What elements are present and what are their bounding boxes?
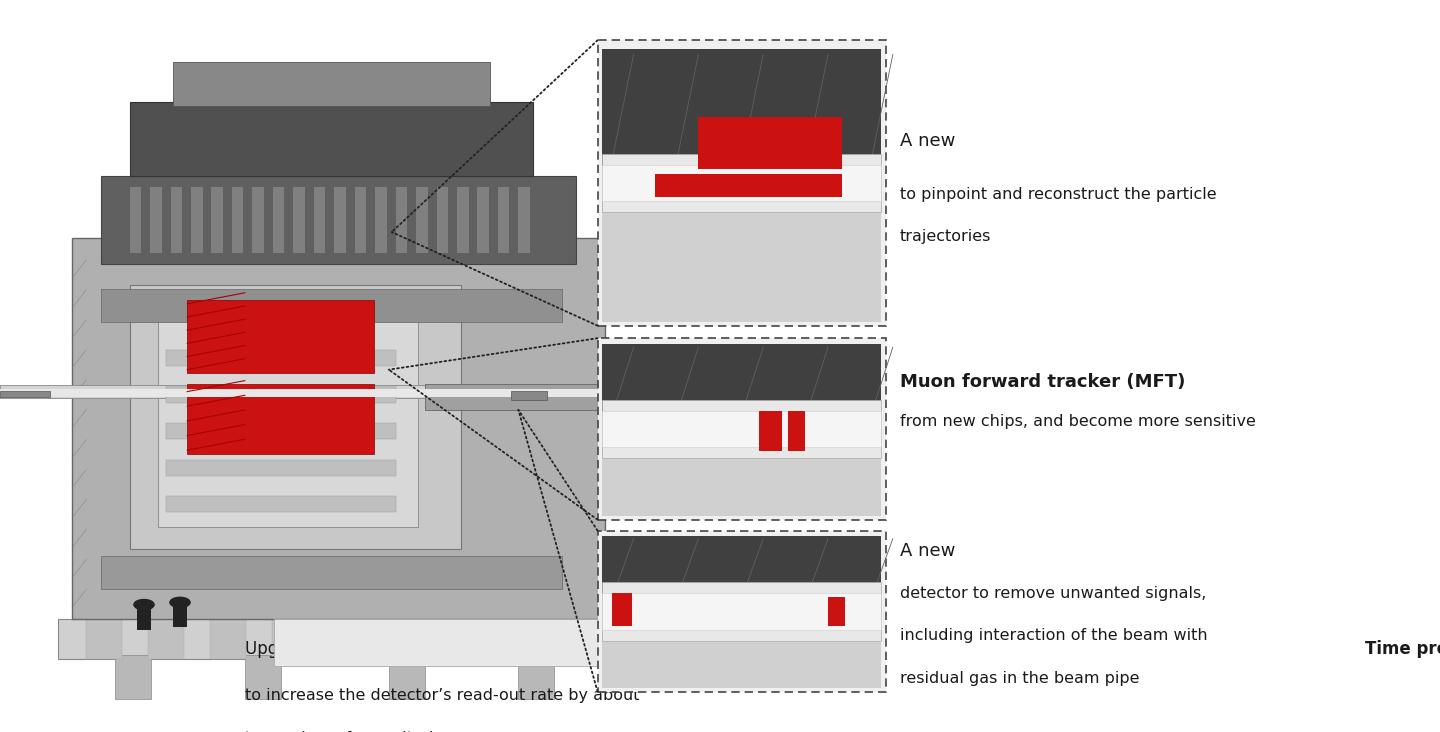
Bar (788, 411, 805, 451)
Bar (602, 154, 881, 212)
Text: Upgraded: Upgraded (245, 640, 331, 659)
Bar (478, 187, 490, 253)
Bar (389, 655, 425, 699)
Bar (245, 655, 281, 699)
Bar (612, 593, 632, 626)
Text: including interaction of the beam with: including interaction of the beam with (900, 628, 1208, 643)
Bar (416, 187, 428, 253)
Bar (212, 187, 223, 253)
Bar (232, 187, 243, 253)
Bar (334, 187, 346, 253)
Text: Time projection Chamber (TPC): Time projection Chamber (TPC) (1365, 640, 1440, 659)
Bar (602, 582, 881, 640)
Bar (396, 187, 408, 253)
Bar (150, 187, 161, 253)
Bar (602, 593, 881, 630)
Bar (698, 117, 842, 169)
Bar (456, 187, 468, 253)
Bar (272, 619, 308, 659)
Bar (252, 187, 264, 253)
Bar (498, 187, 510, 253)
Bar (192, 187, 203, 253)
Text: to increase the detector’s read-out rate by about: to increase the detector’s read-out rate… (245, 688, 639, 703)
Bar (602, 536, 881, 603)
Bar (272, 187, 284, 253)
Bar (158, 307, 418, 527)
Bar (598, 40, 886, 326)
Bar (602, 49, 881, 169)
Bar (602, 422, 881, 516)
Text: A new: A new (900, 132, 960, 150)
Bar (518, 187, 530, 253)
Circle shape (134, 600, 154, 610)
Bar (166, 386, 396, 403)
Bar (511, 391, 547, 400)
Bar (518, 619, 554, 659)
Bar (166, 460, 396, 476)
Bar (210, 619, 246, 659)
Bar (101, 289, 562, 322)
Bar (130, 102, 533, 176)
Bar (395, 619, 431, 659)
Text: from new chips, and become more sensitive: from new chips, and become more sensitiv… (900, 414, 1256, 428)
Bar (602, 400, 881, 458)
Bar (72, 238, 605, 619)
Bar (58, 619, 605, 659)
Bar (602, 411, 881, 447)
Bar (425, 384, 626, 410)
Bar (101, 556, 562, 589)
Bar (333, 619, 369, 659)
Bar (170, 187, 181, 253)
Bar (130, 187, 141, 253)
Bar (518, 655, 554, 699)
Bar (173, 62, 490, 106)
Bar (0, 391, 50, 397)
Bar (376, 187, 387, 253)
Text: detector to remove unwanted signals,: detector to remove unwanted signals, (900, 586, 1207, 600)
Bar (598, 338, 886, 520)
Text: A new: A new (900, 542, 960, 560)
Bar (115, 655, 151, 699)
Bar (187, 384, 374, 454)
Bar (101, 176, 576, 264)
Bar (759, 411, 782, 451)
Bar (130, 285, 461, 549)
Circle shape (170, 597, 190, 608)
Bar (314, 187, 325, 253)
Bar (602, 343, 881, 420)
Bar (0, 389, 605, 397)
Bar (602, 165, 881, 201)
Bar (456, 619, 492, 659)
Bar (173, 607, 187, 627)
Bar (137, 609, 151, 630)
Bar (602, 605, 881, 688)
Bar (274, 619, 634, 666)
Bar (0, 385, 605, 398)
Bar (828, 597, 845, 626)
Bar (602, 173, 881, 322)
Bar (86, 619, 122, 659)
Text: Muon forward tracker (MFT): Muon forward tracker (MFT) (900, 373, 1185, 392)
Text: two orders of magnitude: two orders of magnitude (245, 731, 444, 732)
Text: to pinpoint and reconstruct the particle: to pinpoint and reconstruct the particle (900, 187, 1217, 201)
Bar (187, 300, 374, 373)
Bar (294, 187, 305, 253)
Text: trajectories: trajectories (900, 229, 991, 244)
Bar (655, 174, 842, 197)
Text: residual gas in the beam pipe: residual gas in the beam pipe (900, 671, 1139, 685)
Bar (354, 187, 366, 253)
Bar (436, 187, 448, 253)
Bar (166, 423, 396, 439)
Bar (166, 496, 396, 512)
Bar (148, 619, 184, 659)
Bar (598, 531, 886, 692)
Bar (166, 350, 396, 366)
